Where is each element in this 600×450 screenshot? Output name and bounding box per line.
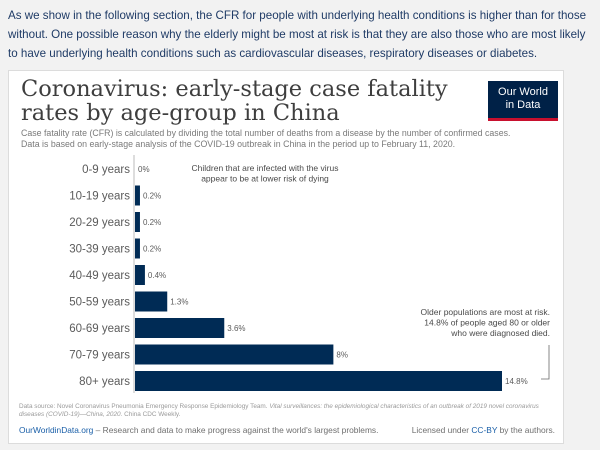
bar [135, 185, 140, 206]
annotation-older-line: Older populations are most at risk. [421, 307, 550, 317]
bar-chart: 0-9 years 0% 10-19 years 0.2% 20-29 years 0.2… [69, 155, 550, 393]
license-link[interactable]: CC-BY [471, 425, 498, 435]
value-label: 0.2% [143, 218, 161, 227]
bar [135, 318, 225, 338]
bar [135, 344, 334, 365]
bar [135, 238, 140, 259]
category-label: 80+ years [79, 376, 130, 388]
value-label: 1.3% [170, 298, 188, 307]
value-label: 0.2% [143, 245, 161, 254]
owid-logo[interactable]: Our World in Data [488, 81, 558, 121]
value-label: 14.8% [505, 377, 528, 386]
value-label: 0% [138, 165, 150, 174]
category-label: 60-69 years [69, 323, 130, 335]
category-label: 0-9 years [82, 164, 130, 176]
subtitle-line-1: Case fatality rate (CFR) is calculated b… [21, 128, 511, 138]
data-source-note: Data source: Novel Coronavirus Pneumonia… [19, 403, 555, 419]
annotation-older-line: who were diagnosed died. [450, 328, 550, 338]
source-suffix: China CDC Weekly. [124, 411, 181, 418]
category-label: 50-59 years [69, 297, 130, 309]
source-italic: Vital surveillances: the epidemiological… [19, 403, 539, 418]
source-prefix: Data source: Novel Coronavirus Pneumonia… [19, 403, 268, 410]
annotation-children-line: Children that are infected with the viru… [192, 163, 339, 173]
bar [135, 291, 168, 312]
bar [135, 371, 502, 391]
value-label: 0.2% [143, 192, 161, 201]
category-label: 40-49 years [69, 270, 130, 282]
bar [135, 212, 140, 232]
license-note: Licensed under CC-BY by the authors. [412, 425, 555, 435]
license-suffix: by the authors. [499, 425, 555, 435]
category-label: 30-39 years [69, 244, 130, 256]
chart-card: Coronavirus: early-stage case fatality r… [8, 70, 564, 444]
category-label: 70-79 years [69, 350, 130, 362]
subtitle-line-2: Data is based on early-stage analysis of… [21, 139, 456, 149]
value-label: 0.4% [148, 271, 166, 280]
chart-title: Coronavirus: early-stage case fatality r… [21, 76, 448, 126]
tagline: – Research and data to make progress aga… [95, 425, 379, 435]
value-label: 3.6% [227, 324, 245, 333]
license-prefix: Licensed under [411, 425, 470, 435]
logo-line-2: in Data [505, 99, 541, 111]
owid-link[interactable]: OurWorldinData.org [19, 425, 94, 435]
chart-subtitle: Case fatality rate (CFR) is calculated b… [21, 128, 561, 150]
category-label: 10-19 years [69, 191, 130, 203]
intro-paragraph: As we show in the following section, the… [8, 9, 587, 60]
annotation-older-line: 14.8% of people aged 80 or older [424, 318, 550, 328]
annotation-leader-line [541, 345, 550, 380]
value-label: 8% [336, 351, 348, 360]
category-label: 20-29 years [69, 217, 130, 229]
annotation-children-line: appear to be at lower risk of dying [201, 174, 329, 184]
logo-line-1: Our World [498, 86, 548, 98]
bar [135, 265, 145, 285]
chart-bottom-bar: OurWorldinData.org – Research and data t… [19, 425, 555, 435]
